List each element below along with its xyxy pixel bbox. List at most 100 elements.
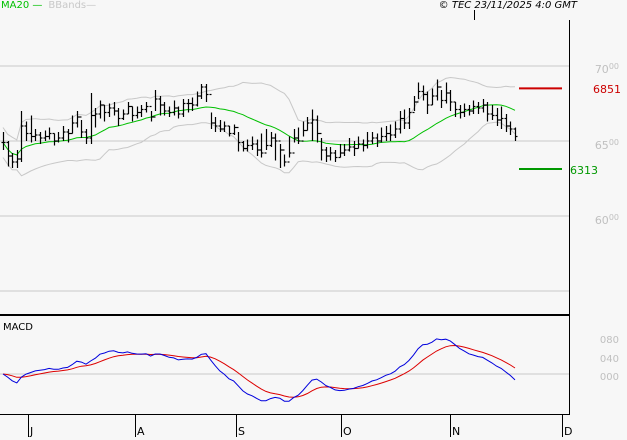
ohlc-bar (75, 111, 80, 128)
ohlc-bar (241, 141, 246, 152)
ohlc-bar (172, 100, 177, 116)
ohlc-bar (245, 139, 250, 152)
ohlc-bar (296, 127, 301, 144)
ohlc-bar (93, 108, 98, 128)
ohlc-bar (361, 139, 366, 152)
ohlc-bar (84, 129, 89, 144)
macd-signal-line (2, 344, 516, 398)
ohlc-bar (310, 109, 315, 141)
ohlc-bar (402, 109, 407, 129)
ohlc-bar (264, 129, 269, 154)
ohlc-bar (218, 120, 223, 132)
ohlc-bar (52, 132, 57, 146)
legend-ma20: MA20 — (1, 0, 43, 11)
ohlc-bar (70, 115, 75, 135)
ohlc-bar (195, 91, 200, 107)
ohlc-bar (398, 111, 403, 134)
ohlc-bar (102, 104, 107, 122)
ohlc-bar (24, 121, 29, 141)
y-tick-70: 7000 (594, 62, 619, 76)
ma20-line (2, 104, 516, 156)
ohlc-bar (186, 99, 191, 113)
ohlc-bar (324, 147, 329, 162)
ohlc-bar (495, 108, 500, 126)
ohlc-bar (513, 127, 518, 141)
month-label-aug: A (137, 425, 145, 438)
ohlc-bar (33, 129, 38, 141)
ohlc-bar (204, 84, 209, 102)
macd-tick-000: 000 (599, 372, 619, 383)
ohlc-bar (47, 127, 52, 140)
copyright: © TEC 23/11/2025 4:0 GMT (438, 0, 577, 11)
ohlc-bar (407, 108, 412, 129)
ohlc-bar (1, 132, 6, 150)
legend-ma20-label: MA20 (1, 0, 30, 11)
ohlc-bar (481, 99, 486, 113)
ohlc-bar (236, 126, 241, 152)
ohlc-bar (356, 136, 361, 150)
ohlc-bar (462, 103, 467, 117)
ohlc-bar (232, 124, 237, 135)
month-label-oct: O (343, 425, 352, 438)
ohlc-bar (144, 102, 149, 113)
ohlc-bar (6, 141, 11, 167)
ohlc-bar (10, 153, 15, 168)
ohlc-bar (485, 102, 490, 122)
ohlc-bar (126, 102, 131, 115)
macd-tick-040: 040 (599, 354, 619, 365)
ohlc-bar (305, 117, 310, 132)
ohlc-bar (416, 82, 421, 103)
month-label-sep: S (238, 425, 245, 438)
ohlc-bar (444, 82, 449, 104)
ohlc-bar (435, 79, 440, 101)
ohlc-bar (209, 93, 214, 129)
ohlc-bar (352, 141, 357, 156)
ohlc-bar (149, 105, 154, 122)
month-label-jul: J (30, 425, 34, 438)
ohlc-bar (43, 130, 48, 141)
ohlc-bar (393, 121, 398, 138)
ohlc-bar (328, 147, 333, 161)
ohlc-bar (292, 129, 297, 154)
ohlc-bar (176, 106, 181, 119)
ohlc-bar (471, 100, 476, 114)
ohlc-bar (116, 108, 121, 126)
bband-upper (2, 76, 516, 141)
ohlc-bar (98, 100, 103, 119)
ohlc-bar (342, 144, 347, 156)
ohlc-bar (388, 124, 393, 141)
ohlc-bar (467, 105, 472, 116)
macd-line (2, 338, 516, 402)
ohlc-bar (121, 109, 126, 120)
ohlc-bar (448, 90, 453, 111)
ohlc-bar (301, 121, 306, 142)
ohlc-bar (338, 144, 343, 159)
ohlc-bar (199, 84, 204, 99)
ohlc-bar (139, 105, 144, 117)
ohlc-bar (282, 149, 287, 167)
y-tick-65: 6500 (594, 138, 619, 152)
month-label-dec: D (564, 425, 573, 438)
legend-bbands-label: BBands (48, 0, 87, 11)
ohlc-bar (190, 97, 195, 111)
ohlc-bar (213, 117, 218, 132)
ohlc-bar (379, 127, 384, 143)
bband-lower (2, 121, 516, 177)
ohlc-bar (259, 133, 264, 158)
y-tick-60: 6000 (594, 213, 619, 227)
ohlc-bar (490, 105, 495, 120)
ohlc-bar (476, 102, 481, 114)
ohlc-bar (333, 150, 338, 162)
ohlc-bar (181, 99, 186, 117)
ohlc-bar (135, 106, 140, 119)
ohlc-bar (278, 140, 283, 168)
ohlc-bar (19, 111, 24, 162)
month-label-nov: N (452, 425, 461, 438)
ohlc-bar (255, 139, 260, 156)
ohlc-bar (425, 91, 430, 114)
ohlc-bar (412, 96, 417, 114)
macd-title: MACD (3, 322, 33, 333)
ohlc-bar (504, 114, 509, 132)
ohlc-bar (347, 138, 352, 152)
